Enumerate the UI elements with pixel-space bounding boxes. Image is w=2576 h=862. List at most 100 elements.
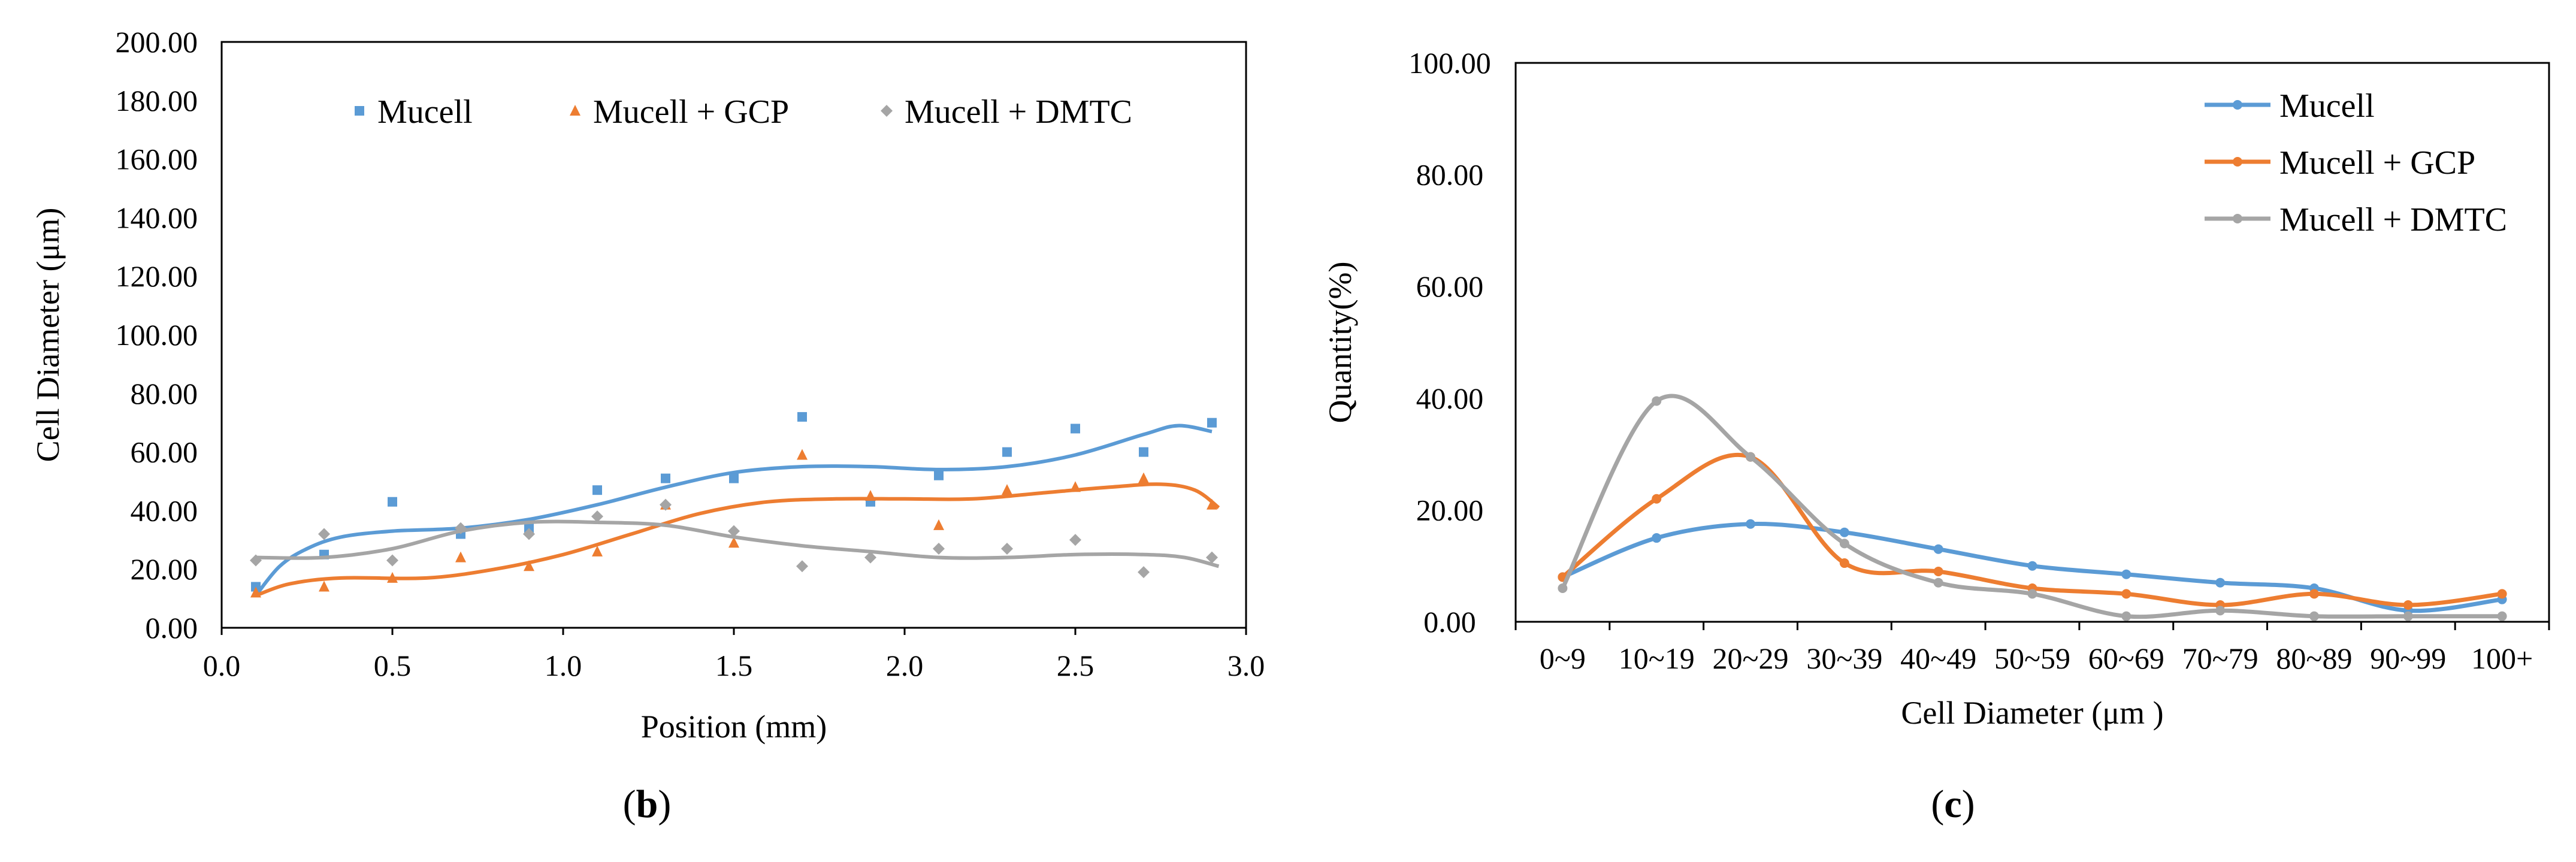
data-point-b (524, 560, 534, 571)
y-tick-label-b: 60.00 (131, 435, 198, 469)
data-point-b (523, 528, 535, 540)
y-tick-label-b: 80.00 (131, 377, 198, 410)
x-tick-label-b: 3.0 (1227, 649, 1265, 682)
x-category-label-c: 20~29 (1713, 642, 1789, 675)
data-point-b (1207, 498, 1217, 510)
data-point-b (934, 470, 944, 480)
chart-c: 0.00 20.00 40.00 60.00 80.00 100.00 0~9 10~19 20… (1322, 46, 2550, 731)
data-point-b (386, 554, 398, 567)
x-category-label-c: 40~49 (1900, 642, 1976, 675)
legend-label-c-1: Mucell + GCP (2279, 144, 2475, 182)
data-point-c (1652, 396, 1662, 406)
panel-label-b-close: ) (658, 782, 672, 826)
panel-label-c-open: ( (1931, 782, 1945, 826)
data-point-b (729, 473, 739, 483)
x-tick-label-b: 1.0 (545, 649, 582, 682)
data-point-b (1139, 447, 1148, 457)
panel-c: 0.00 20.00 40.00 60.00 80.00 100.00 0~9 10~19 20… (1294, 0, 2576, 859)
x-category-label-c: 30~39 (1806, 642, 1882, 675)
data-point-b (661, 473, 670, 483)
data-point-b (455, 551, 466, 562)
data-point-b (1069, 534, 1081, 546)
data-point-b (864, 551, 876, 564)
x-axis-title-c: Cell Diameter (μm ) (1901, 695, 2163, 731)
data-point-c (1839, 527, 1849, 537)
data-point-c (2403, 600, 2413, 610)
x-category-label-c: 70~79 (2182, 642, 2258, 675)
plot-frame-c (1514, 62, 2550, 623)
series-line-c-1 (1561, 452, 2503, 607)
x-category-label-c: 50~59 (1994, 642, 2070, 675)
data-point-b (318, 528, 330, 540)
panel-label-c-letter: c (1944, 782, 1962, 826)
data-point-b (1002, 484, 1012, 495)
trendline-b-1 (255, 482, 1220, 598)
x-category-label-c: 0~9 (1540, 642, 1586, 675)
legend-label-b-1: Mucell + GCP (593, 93, 789, 131)
data-point-b (797, 412, 807, 422)
data-point-c (2215, 606, 2226, 616)
y-tick-label-b: 120.00 (116, 259, 198, 293)
panel-label-b-open: ( (622, 782, 636, 826)
x-tick-label-b: 2.0 (886, 649, 924, 682)
data-point-b (933, 542, 945, 555)
series-line-c-2 (1561, 394, 2502, 619)
x-tick-label-b: 1.5 (715, 649, 753, 682)
legend-marker-c-0 (2233, 100, 2242, 110)
data-point-b (388, 497, 397, 507)
x-category-label-c: 80~89 (2276, 642, 2352, 675)
y-tick-label-c: 20.00 (1416, 493, 1484, 527)
data-point-b (1071, 424, 1080, 434)
data-point-c (1558, 583, 1568, 594)
data-point-b (933, 519, 944, 530)
data-point-c (1933, 577, 1943, 588)
data-point-c (2497, 611, 2507, 621)
trendline-b-0 (254, 424, 1213, 597)
panel-label-c-close: ) (1961, 782, 1975, 826)
data-point-c (1933, 544, 1943, 554)
x-tick-label-b: 0.0 (203, 649, 241, 682)
panel-label-b: (b) (611, 782, 683, 827)
data-point-b (865, 489, 876, 501)
data-point-c (2309, 589, 2319, 599)
legend-marker-c-1 (2233, 157, 2242, 167)
data-point-b (728, 537, 739, 548)
data-point-c (2215, 577, 2226, 588)
data-point-c (2027, 561, 2037, 571)
panel-label-c: (c) (1917, 782, 1989, 827)
data-point-c (1652, 533, 1662, 543)
x-axis-title-b: Position (mm) (641, 709, 827, 745)
y-tick-label-b: 160.00 (116, 143, 198, 176)
x-category-label-c: 60~69 (2088, 642, 2164, 675)
legend-label-b-0: Mucell (377, 93, 473, 131)
legend-label-c-2: Mucell + DMTC (2279, 201, 2507, 238)
data-point-b (319, 580, 329, 592)
data-point-c (1839, 539, 1849, 549)
y-tick-label-b: 20.00 (131, 552, 198, 586)
x-tick-label-b: 0.5 (374, 649, 412, 682)
data-point-c (2403, 611, 2413, 621)
data-point-c (1933, 567, 1943, 577)
data-point-b (1207, 418, 1217, 428)
data-point-b (1206, 551, 1218, 564)
y-tick-label-c: 80.00 (1416, 158, 1484, 192)
y-tick-label-b: 140.00 (116, 201, 198, 234)
data-point-b (592, 485, 602, 495)
x-category-label-c: 90~99 (2370, 642, 2446, 675)
legend-marker-b-1 (570, 105, 580, 116)
legend-marker-b-0 (355, 106, 364, 116)
data-point-b (1070, 481, 1081, 492)
y-axis-title-c: Quantity(%) (1322, 262, 1358, 424)
data-point-c (2497, 589, 2507, 599)
legend-label-c-0: Mucell (2279, 87, 2375, 125)
y-tick-label-c: 60.00 (1416, 270, 1484, 303)
data-point-c (1746, 519, 1756, 529)
data-point-b (728, 525, 740, 537)
y-axis-title-b: Cell Diameter (μm) (30, 208, 66, 462)
y-tick-label-b: 100.00 (116, 318, 198, 352)
y-tick-label-c: 100.00 (1408, 46, 1491, 80)
data-point-c (1839, 558, 1849, 568)
legend-label-b-2: Mucell + DMTC (905, 93, 1132, 131)
data-point-b (387, 571, 398, 583)
data-point-c (1746, 452, 1756, 462)
